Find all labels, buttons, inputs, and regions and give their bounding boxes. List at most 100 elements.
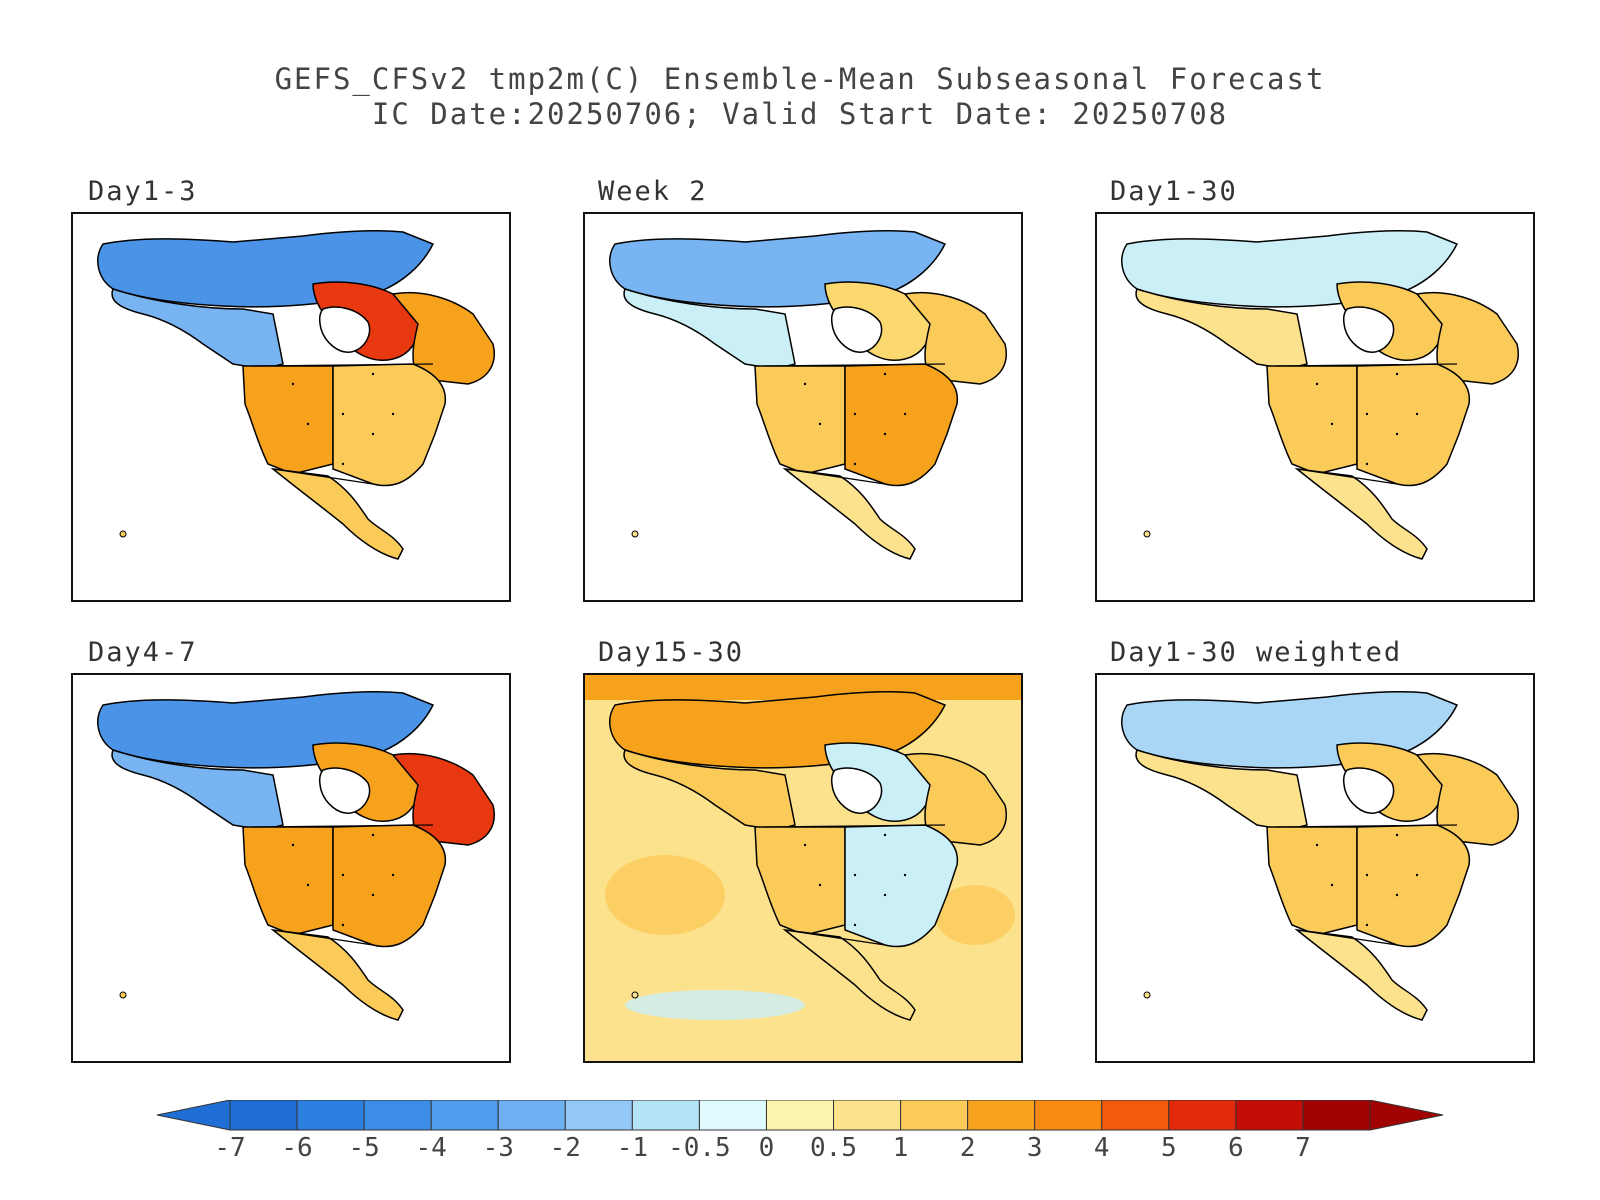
region-canada-west (1135, 749, 1308, 831)
us-mexico-border (1296, 468, 1398, 485)
state-border-node (291, 382, 295, 386)
region-us-east (844, 363, 959, 487)
colorbar-arrow-high (1369, 1100, 1444, 1131)
state-border-node (371, 893, 375, 897)
us-mexico-border (784, 468, 886, 485)
colorbar-segment (900, 1100, 969, 1131)
region-canada-east (903, 291, 1007, 385)
colorbar-segment (833, 1100, 902, 1131)
map-day15-30 (585, 675, 1021, 1061)
region-canada-west (623, 288, 796, 370)
colorbar-label: -4 (415, 1133, 447, 1163)
region-canada-west (111, 749, 284, 831)
colorbar-segment (296, 1100, 365, 1131)
colorbar-segment (363, 1100, 432, 1131)
title-line-2: IC Date:20250706; Valid Start Date: 2025… (371, 97, 1229, 131)
region-canada-east (1415, 291, 1519, 385)
ocean-anomaly-cool (625, 990, 805, 1020)
state-border-node (883, 372, 887, 376)
state-border-node (1365, 873, 1369, 877)
map-panel-day1-3 (71, 212, 511, 602)
state-border-node (1315, 382, 1319, 386)
region-canada-west (623, 749, 796, 831)
state-border-node (803, 843, 807, 847)
region-us-west (242, 826, 334, 936)
panel-label-day1-30: Day1-30 (1110, 176, 1238, 207)
colorbar-label: -2 (549, 1133, 581, 1163)
map-day4-7 (73, 675, 509, 1061)
colorbar (156, 1100, 1444, 1131)
us-mexico-border (784, 929, 886, 946)
hudson-bay (1342, 306, 1395, 353)
state-border-node (1330, 883, 1334, 887)
state-border-node (1365, 923, 1369, 927)
colorbar-segment (1235, 1100, 1304, 1131)
state-border-node (341, 923, 345, 927)
region-us-west (242, 365, 334, 475)
title-line-1: GEFS_CFSv2 tmp2m(C) Ensemble-Mean Subsea… (274, 62, 1326, 96)
hawaii (119, 991, 127, 999)
region-canada-west (111, 288, 284, 370)
state-border-node (391, 412, 395, 416)
hawaii (1143, 991, 1151, 999)
us-mexico-border (272, 929, 374, 946)
state-border-node (853, 873, 857, 877)
colorbar-label: 2 (959, 1133, 976, 1163)
region-us-west (754, 826, 846, 936)
region-mexico (782, 928, 916, 1021)
colorbar-label: -7 (214, 1133, 246, 1163)
colorbar-segment (430, 1100, 499, 1131)
region-us-west (1266, 826, 1358, 936)
region-canada-east (1415, 752, 1519, 846)
us-canada-border (1276, 363, 1458, 367)
hawaii (631, 530, 639, 538)
state-border-node (291, 843, 295, 847)
region-mexico (270, 467, 404, 560)
colorbar-arrow-low (156, 1100, 231, 1131)
map-panel-week2 (583, 212, 1023, 602)
state-border-node (853, 462, 857, 466)
colorbar-label: 0 (758, 1133, 775, 1163)
colorbar-label: 7 (1295, 1133, 1311, 1163)
map-day1-30-weighted (1097, 675, 1533, 1061)
hawaii (1143, 530, 1151, 538)
state-border-node (883, 432, 887, 436)
ocean-anomaly-warm (605, 855, 725, 935)
hawaii (119, 530, 127, 538)
hudson-bay (1342, 767, 1395, 814)
colorbar-segment (631, 1100, 700, 1131)
colorbar-label: 3 (1026, 1133, 1043, 1163)
hudson-bay (318, 306, 371, 353)
map-day1-30 (1097, 214, 1533, 600)
colorbar-segment (564, 1100, 633, 1131)
region-us-east (332, 363, 447, 487)
panel-label-day15-30: Day15-30 (598, 637, 745, 668)
state-border-node (1315, 843, 1319, 847)
map-panel-day4-7 (71, 673, 511, 1063)
us-mexico-border (1296, 929, 1398, 946)
colorbar-segment (765, 1100, 835, 1131)
colorbar-label: -0.5 (668, 1133, 731, 1163)
hudson-bay (830, 767, 883, 814)
state-border-node (371, 372, 375, 376)
state-border-node (818, 883, 822, 887)
colorbar-segment (229, 1100, 298, 1131)
map-week2 (585, 214, 1021, 600)
hawaii (631, 991, 639, 999)
state-border-node (371, 432, 375, 436)
region-us-west (754, 365, 846, 475)
state-border-node (371, 833, 375, 837)
state-border-node (341, 412, 345, 416)
map-panel-day1-30-weighted (1095, 673, 1535, 1063)
panel-label-week2: Week 2 (598, 176, 708, 207)
state-border-node (883, 893, 887, 897)
region-us-east (844, 824, 959, 948)
state-border-node (341, 462, 345, 466)
state-border-node (1395, 893, 1399, 897)
state-border-node (1365, 412, 1369, 416)
region-canada-west (1135, 288, 1308, 370)
us-canada-border (1276, 824, 1458, 828)
region-mexico (270, 928, 404, 1021)
region-us-east (332, 824, 447, 948)
region-canada-east (391, 291, 495, 385)
